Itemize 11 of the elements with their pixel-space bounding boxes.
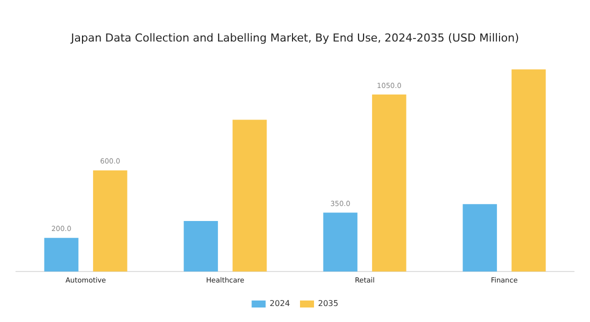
bar <box>232 120 267 272</box>
bar <box>93 170 128 272</box>
bar <box>462 204 497 272</box>
legend-label: 2024 <box>270 299 290 308</box>
bar <box>372 94 406 272</box>
bar <box>323 212 358 272</box>
chart-title: Japan Data Collection and Labelling Market, By End Use, 2024-2035 (USD Million) <box>70 31 520 44</box>
bar <box>512 69 546 272</box>
legend-label: 2035 <box>318 299 338 308</box>
bar <box>44 238 78 272</box>
bar <box>184 221 218 272</box>
